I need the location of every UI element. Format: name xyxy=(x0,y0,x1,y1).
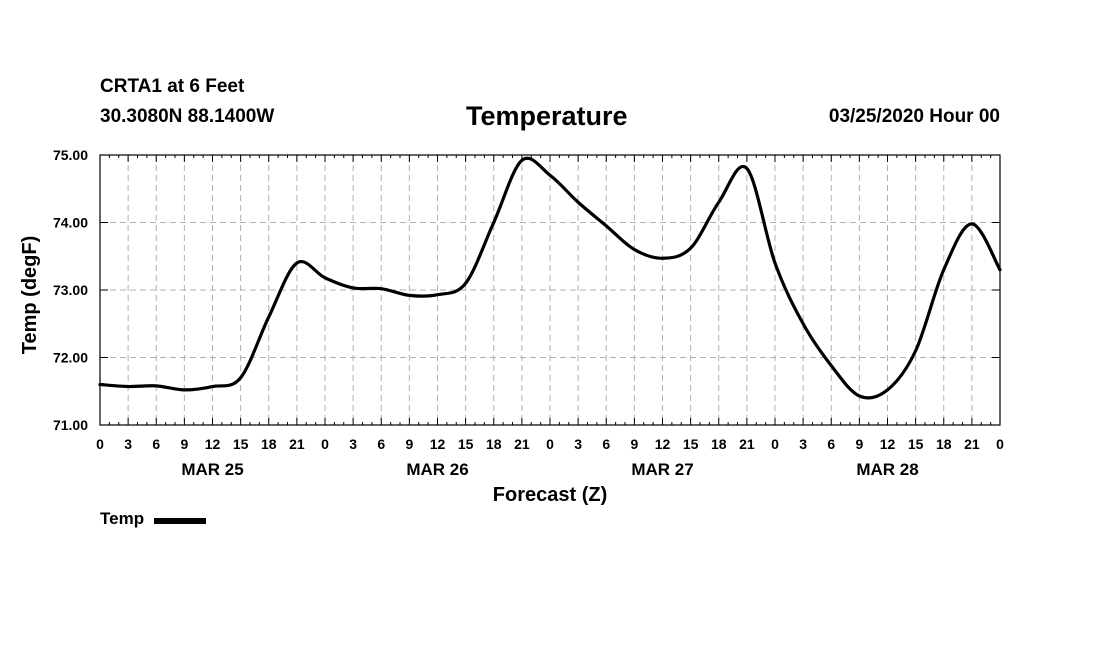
x-tick-label: 0 xyxy=(96,436,104,452)
x-axis-title: Forecast (Z) xyxy=(493,484,607,506)
grid-lines xyxy=(100,155,1000,425)
y-tick-label: 75.00 xyxy=(53,147,88,163)
y-tick-label: 71.00 xyxy=(53,417,88,433)
x-tick-label: 9 xyxy=(180,436,188,452)
axis-ticks xyxy=(99,154,1001,426)
x-tick-label: 3 xyxy=(574,436,582,452)
y-tick-label: 73.00 xyxy=(53,282,88,298)
x-tick-label: 3 xyxy=(124,436,132,452)
series-layer xyxy=(98,156,1002,400)
x-tick-label: 18 xyxy=(711,436,727,452)
axis-labels: 0 3 6 9 12 15 18 21 0 3 6 9 12 15 18 21 0 3 6 9 12 15 18 21 0 3 6 9… xyxy=(53,147,1004,479)
temp-series-line xyxy=(98,156,1002,400)
x-tick-label: 12 xyxy=(430,436,446,452)
x-tick-label: 3 xyxy=(349,436,357,452)
x-tick-label: 15 xyxy=(233,436,249,452)
x-tick-label: 0 xyxy=(771,436,779,452)
x-tick-label: 18 xyxy=(261,436,277,452)
x-tick-label: 21 xyxy=(514,436,530,452)
x-tick-label: 6 xyxy=(602,436,610,452)
x-tick-label: 9 xyxy=(630,436,638,452)
x-tick-label: 6 xyxy=(827,436,835,452)
date-label: MAR 26 xyxy=(406,460,468,479)
x-tick-label: 6 xyxy=(377,436,385,452)
x-tick-label: 18 xyxy=(936,436,952,452)
y-tick-label: 72.00 xyxy=(53,350,88,366)
chart-title: Temperature xyxy=(466,101,628,131)
legend-label: Temp xyxy=(100,509,145,528)
x-tick-label: 12 xyxy=(655,436,671,452)
x-tick-label: 21 xyxy=(739,436,755,452)
x-tick-label: 15 xyxy=(458,436,474,452)
x-tick-label: 15 xyxy=(908,436,924,452)
station-location: 30.3080N 88.1400W xyxy=(100,106,275,127)
y-tick-label: 74.00 xyxy=(53,215,88,231)
x-tick-label: 0 xyxy=(321,436,329,452)
x-tick-label: 0 xyxy=(546,436,554,452)
x-tick-label: 21 xyxy=(289,436,305,452)
x-tick-label: 12 xyxy=(880,436,896,452)
date-label: MAR 27 xyxy=(631,460,693,479)
date-label: MAR 25 xyxy=(181,460,243,479)
x-tick-label: 0 xyxy=(996,436,1004,452)
x-tick-label: 6 xyxy=(152,436,160,452)
x-tick-label: 9 xyxy=(855,436,863,452)
x-tick-label: 21 xyxy=(964,436,980,452)
x-tick-label: 3 xyxy=(799,436,807,452)
legend: Temp xyxy=(100,509,207,529)
date-label: MAR 28 xyxy=(856,460,918,479)
x-tick-label: 12 xyxy=(205,436,221,452)
y-axis-title: Temp (degF) xyxy=(19,236,41,355)
x-tick-label: 15 xyxy=(683,436,699,452)
x-tick-label: 18 xyxy=(486,436,502,452)
station-title: CRTA1 at 6 Feet xyxy=(100,76,245,97)
x-tick-label: 9 xyxy=(405,436,413,452)
legend-line-swatch xyxy=(154,517,207,524)
forecast-run-time: 03/25/2020 Hour 00 xyxy=(828,106,1000,127)
